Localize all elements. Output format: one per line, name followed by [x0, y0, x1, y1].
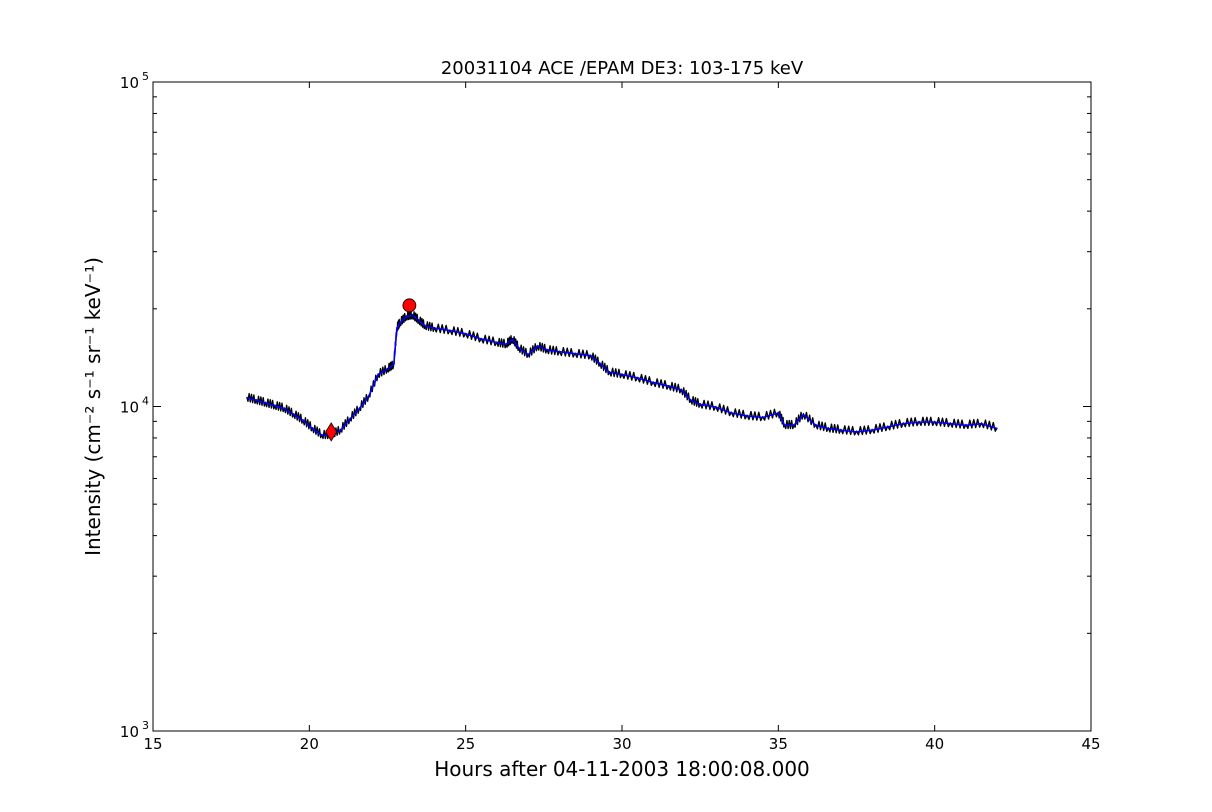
y-tick-label-exponent: 4	[142, 395, 149, 408]
y-axis-label: Intensity (cm⁻² s⁻¹ sr⁻¹ keV⁻¹)	[81, 257, 105, 556]
marker-layer	[325, 298, 417, 442]
plot-area	[153, 82, 1091, 731]
series-line-2	[246, 314, 998, 437]
x-tick-label: 30	[612, 735, 631, 753]
peak-marker	[402, 298, 417, 313]
y-tick-label-exponent: 5	[142, 70, 149, 83]
x-axis-label: Hours after 04-11-2003 18:00:08.000	[434, 757, 810, 781]
x-tick-label: 20	[300, 735, 319, 753]
x-tick-label: 25	[456, 735, 475, 753]
y-tick-label: 10	[120, 399, 139, 417]
y-tick-label: 10	[120, 723, 139, 741]
series-layer	[246, 310, 998, 440]
y-tick-label: 10	[120, 74, 139, 92]
x-tick-label: 15	[143, 735, 162, 753]
x-tick-label: 40	[925, 735, 944, 753]
x-tick-label: 45	[1081, 735, 1100, 753]
x-tick-label: 35	[769, 735, 788, 753]
y-tick-label-exponent: 3	[142, 719, 149, 732]
onset-marker	[325, 422, 338, 442]
chart-title: 20031104 ACE /EPAM DE3: 103-175 keV	[441, 58, 804, 79]
